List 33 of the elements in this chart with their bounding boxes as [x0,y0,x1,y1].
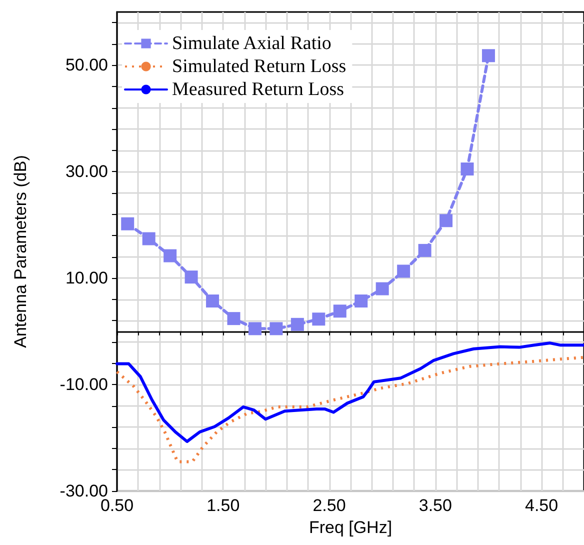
legend-label: Simulated Return Loss [172,56,346,77]
y-tick-label: -10.00 [60,375,108,394]
x-axis-title: Freq [GHz] [308,518,392,537]
point [354,294,368,308]
point [397,264,410,278]
x-tick-label: 3.50 [418,496,452,515]
x-tick-label: 2.50 [312,496,346,515]
point [248,322,262,336]
point [206,294,220,308]
point [227,312,240,326]
x-tick-label: 1.50 [206,496,240,515]
point [460,162,474,176]
point [376,282,389,296]
y-axis-title: Antenna Parameters (dB) [11,155,30,348]
point [142,232,156,246]
point [121,217,134,230]
point [482,49,495,62]
y-tick-label: 10.00 [65,268,108,288]
point [164,249,177,262]
point [270,322,283,336]
legend-label: Measured Return Loss [172,79,344,100]
legend-label: Simulate Axial Ratio [172,33,332,54]
point [333,304,346,318]
point [184,270,198,284]
point [312,312,326,326]
y-tick-label: 30.00 [65,162,108,182]
x-tick-label: 4.50 [525,496,558,515]
point [418,244,432,257]
line-series [116,342,584,444]
point [290,318,304,331]
point [440,214,453,228]
y-tick-label: 50.00 [65,56,108,75]
line-series [116,356,584,464]
